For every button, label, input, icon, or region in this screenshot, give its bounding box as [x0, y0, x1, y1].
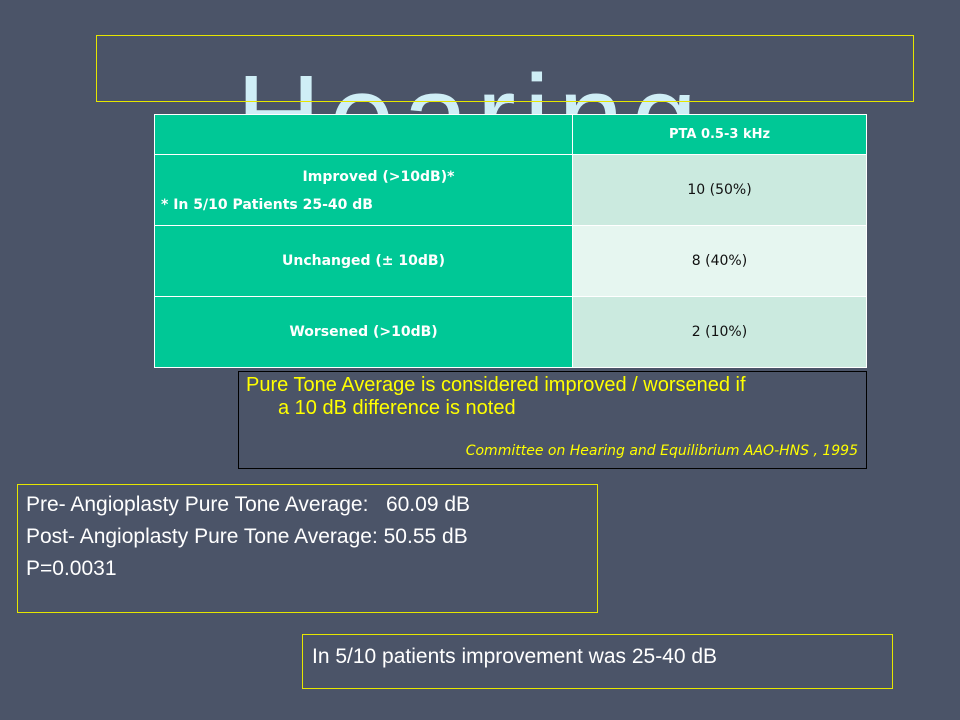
pta-results-table: PTA 0.5-3 kHz Improved (>10dB)* * In 5/1…: [154, 114, 867, 368]
averages-box: [17, 484, 598, 613]
improvement-box: [302, 634, 893, 689]
row-value-worsened: 2 (10%): [572, 296, 867, 368]
pre-angioplasty-average: Pre- Angioplasty Pure Tone Average: 60.0…: [26, 493, 471, 516]
improved-label: Improved (>10dB)*: [302, 169, 455, 185]
table-header-empty-cell: [154, 114, 573, 155]
row-label-worsened: Worsened (>10dB): [154, 296, 573, 368]
table-row: Worsened (>10dB) 2 (10%): [154, 296, 867, 368]
improved-footnote: * In 5/10 Patients 25-40 dB: [161, 197, 373, 213]
table-row: Improved (>10dB)* * In 5/10 Patients 25-…: [154, 154, 867, 226]
definition-note-line1: Pure Tone Average is considered improved…: [246, 374, 746, 396]
row-value-unchanged: 8 (40%): [572, 225, 867, 297]
table-header-pta: PTA 0.5-3 kHz: [572, 114, 867, 155]
row-value-improved: 10 (50%): [572, 154, 867, 226]
citation: Committee on Hearing and Equilibrium AAO…: [465, 443, 858, 459]
slide-title: Hearing: [236, 58, 796, 118]
table-row: Unchanged (± 10dB) 8 (40%): [154, 225, 867, 297]
row-label-improved: Improved (>10dB)* * In 5/10 Patients 25-…: [154, 154, 573, 226]
table-header-row: PTA 0.5-3 kHz: [154, 114, 867, 155]
improvement-text: In 5/10 patients improvement was 25-40 d…: [312, 645, 718, 668]
title-box: [96, 35, 914, 102]
p-value: P=0.0031: [26, 557, 117, 580]
post-angioplasty-average: Post- Angioplasty Pure Tone Average: 50.…: [26, 525, 468, 548]
definition-note-box: [238, 371, 867, 469]
definition-note-line2: a 10 dB difference is noted: [278, 397, 516, 419]
row-label-unchanged: Unchanged (± 10dB): [154, 225, 573, 297]
